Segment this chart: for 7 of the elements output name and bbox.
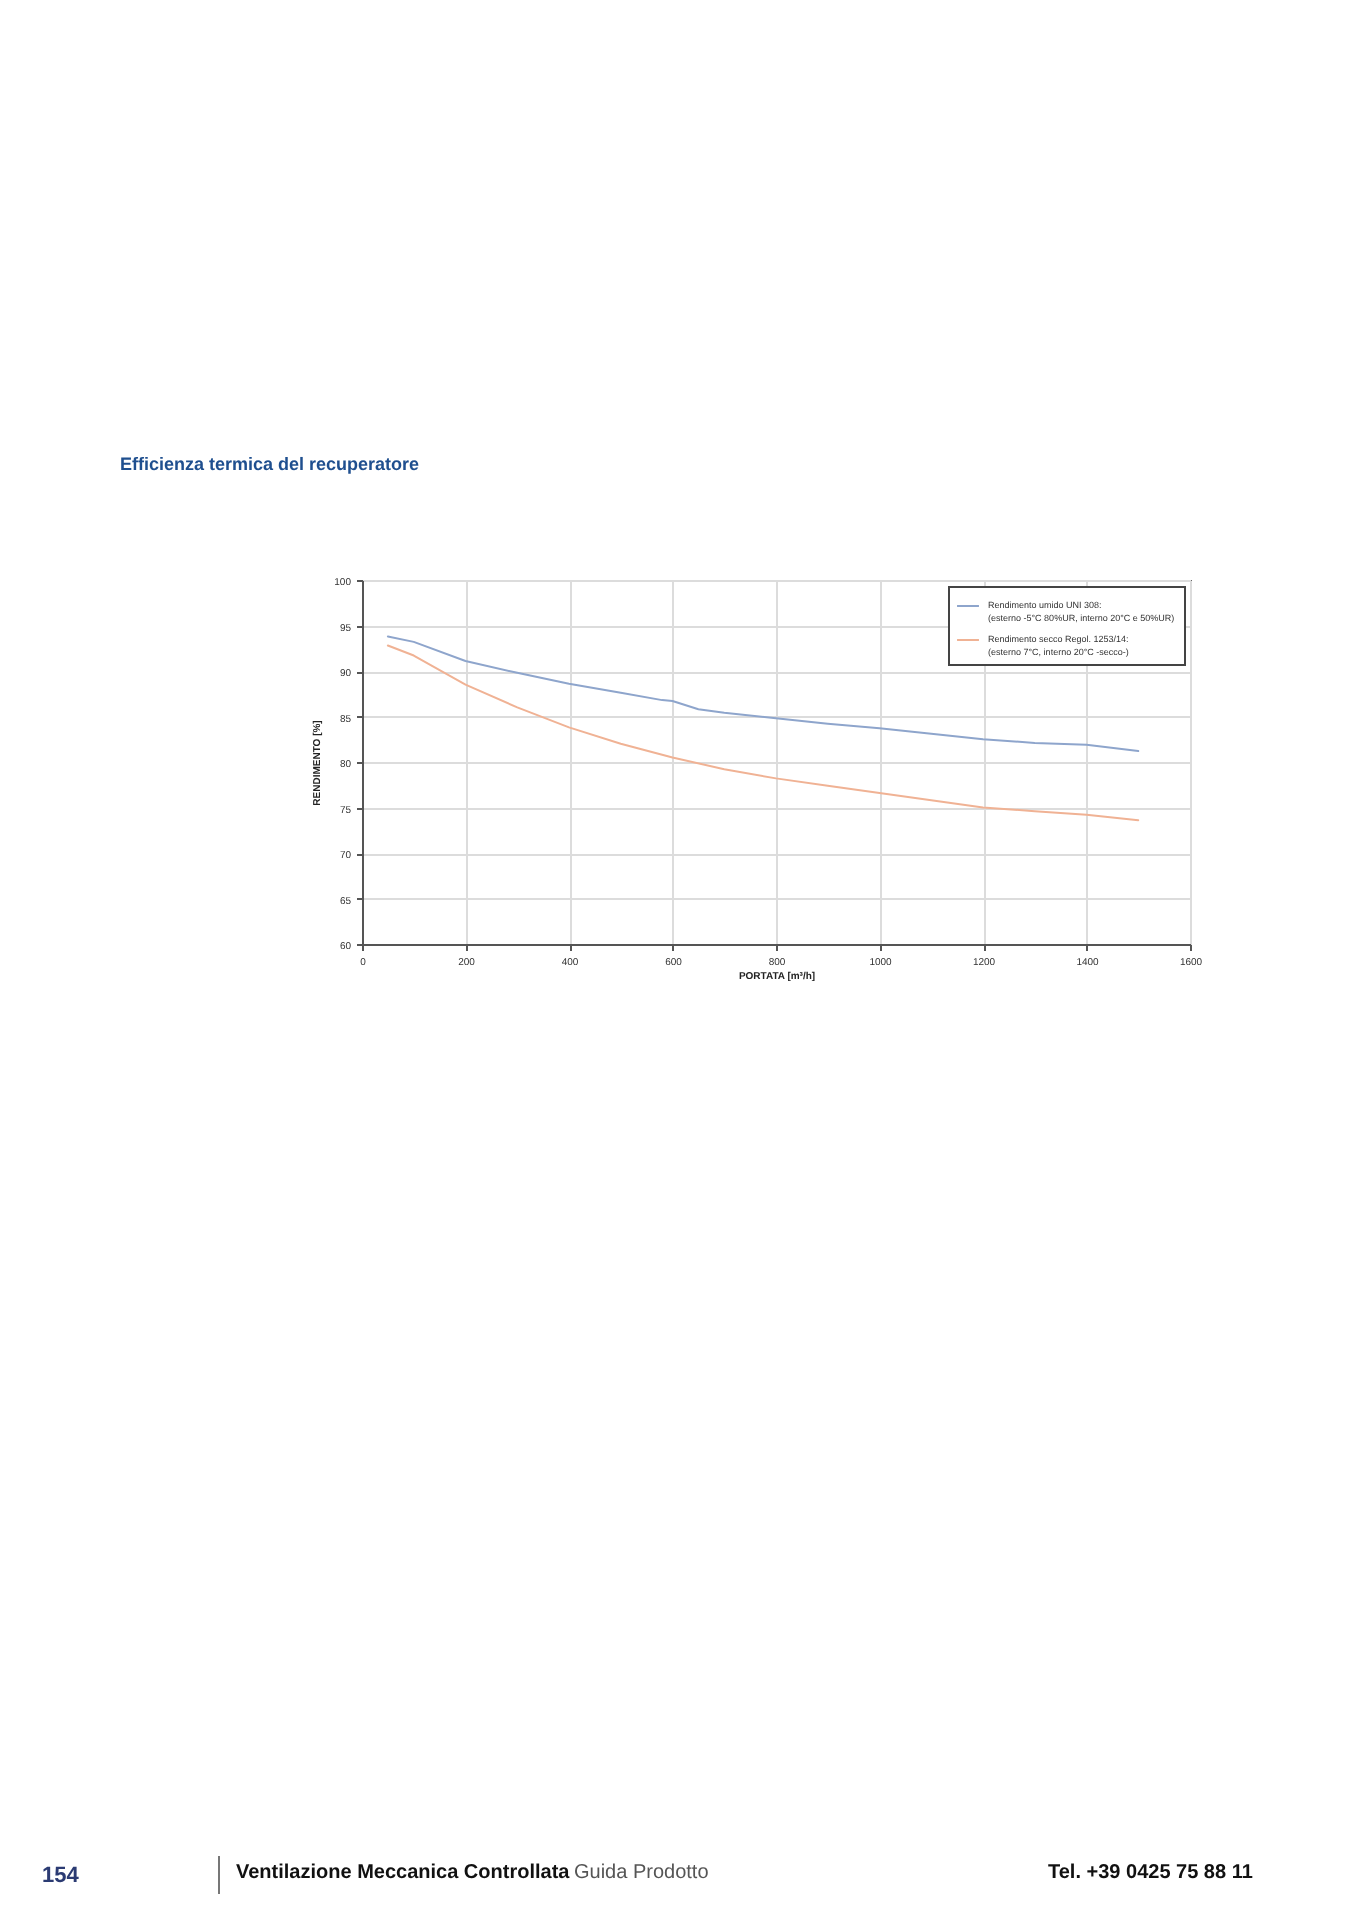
- line-series: [386, 644, 1140, 822]
- text: 154: [42, 1864, 79, 1888]
- text: Guida Prodotto: [574, 1862, 709, 1884]
- chart-title: Efficienza termica del recuperatore: [120, 454, 420, 474]
- text: Ventilazione Meccanica Controllata: [236, 1862, 570, 1884]
- text: Tel. +39 0425 75 88 11: [1048, 1862, 1253, 1884]
- line-series: [386, 635, 1140, 753]
